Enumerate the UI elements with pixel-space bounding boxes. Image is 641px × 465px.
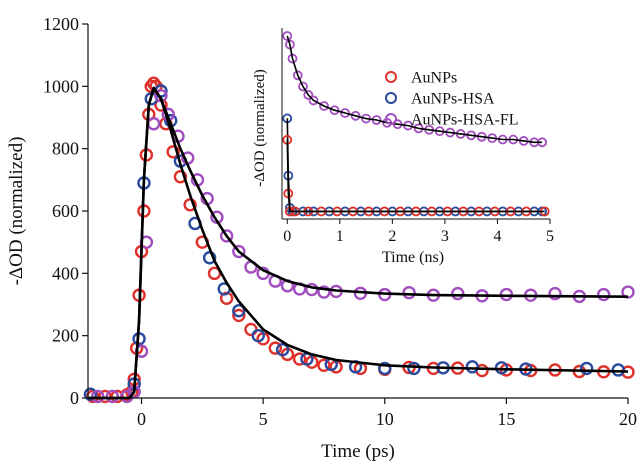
legend-label-aunps-hsa-fl: AuNPs-HSA-FL — [411, 112, 519, 129]
data-point — [268, 341, 282, 355]
main-data-marks — [83, 76, 635, 404]
data-point — [232, 244, 246, 259]
data-point — [244, 322, 258, 337]
data-point — [232, 308, 246, 323]
legend-label-aunps-hsa: AuNPs-HSA — [411, 91, 495, 108]
data-point — [146, 117, 161, 131]
legend-marker-aunps — [385, 71, 397, 83]
data-point — [105, 389, 120, 404]
main-x-axis-title: Time (ps) — [321, 441, 395, 462]
data-point — [378, 361, 392, 376]
data-point — [317, 358, 331, 372]
data-point — [91, 389, 105, 404]
y-tick-label: 1200 — [43, 14, 79, 34]
inset-x-tick-label: 1 — [336, 228, 344, 245]
inset-data-point — [350, 110, 361, 121]
inset-x-tick-label: 4 — [493, 228, 501, 245]
x-tick-label: 10 — [376, 409, 394, 429]
x-tick-label: 0 — [137, 409, 146, 429]
inset-ticks: 0 1 2 3 4 5 — [283, 219, 554, 245]
data-point — [173, 170, 188, 184]
fit-line-2 — [88, 86, 629, 400]
data-point — [596, 287, 611, 302]
data-point — [275, 342, 290, 357]
legend: AuNPs AuNPs-HSA AuNPs-HSA-FL — [385, 70, 519, 129]
legend-marker-aunps-hsa — [385, 92, 397, 104]
inset-x-axis-title: Time (ns) — [382, 249, 444, 266]
inset-data-marks — [282, 31, 550, 217]
inset-data-point — [282, 31, 293, 41]
y-tick-label: 1000 — [43, 76, 79, 96]
inset-fit-line — [286, 35, 543, 144]
inset-data-point — [303, 89, 314, 100]
data-point — [83, 387, 98, 401]
data-point — [451, 286, 465, 301]
inset-y-axis-title: -ΔOD (normalized) — [252, 69, 268, 187]
y-tick-label: 0 — [70, 388, 79, 408]
data-point — [402, 285, 416, 300]
x-tick-label: 15 — [497, 409, 515, 429]
data-point — [202, 251, 217, 265]
inset-x-tick-label: 2 — [388, 228, 396, 245]
inset-x-tick-label: 3 — [441, 228, 449, 245]
x-tick-label: 20 — [619, 409, 637, 429]
legend-label-aunps: AuNPs — [411, 70, 457, 87]
inset-data-point — [292, 70, 303, 81]
inset-x-tick-label: 0 — [283, 228, 291, 245]
data-point — [219, 229, 234, 243]
main-y-axis-title: -ΔOD (normalized) — [6, 137, 27, 286]
data-point — [579, 361, 594, 376]
inset-data-point — [329, 105, 340, 116]
data-point — [183, 198, 197, 212]
inset-data-point — [319, 101, 329, 111]
inset-series-aunps-hsa-fl — [282, 31, 548, 148]
data-point — [621, 285, 635, 299]
data-point — [305, 282, 319, 297]
inset-data-point — [308, 95, 319, 106]
inset-series-aunps — [282, 134, 550, 217]
inset-background — [280, 24, 550, 220]
data-point — [232, 304, 246, 318]
inset-data-point — [340, 108, 350, 118]
inset-chart: 0 1 2 3 4 5 Time (ns) -ΔOD (normalized) AuNPs… — [252, 24, 554, 266]
x-tick-label: 5 — [259, 409, 268, 429]
y-tick-label: 800 — [52, 139, 79, 159]
y-tick-label: 600 — [52, 201, 79, 221]
inset-fit-line — [286, 139, 545, 213]
data-point — [292, 352, 307, 366]
data-point — [166, 145, 180, 159]
inset-x-tick-label: 5 — [546, 228, 554, 245]
legend-marker-aunps-hsa-fl — [385, 113, 397, 125]
data-point — [251, 328, 265, 343]
y-tick-label: 400 — [52, 263, 79, 283]
data-point — [407, 361, 421, 376]
data-point — [548, 286, 562, 301]
y-tick-label: 200 — [52, 326, 79, 346]
inset-data-point — [298, 81, 308, 92]
data-point — [465, 360, 480, 374]
